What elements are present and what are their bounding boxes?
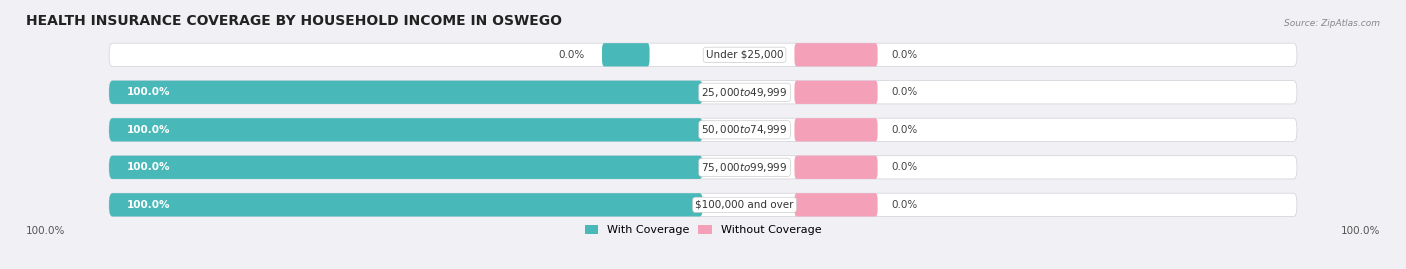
FancyBboxPatch shape	[110, 156, 703, 179]
FancyBboxPatch shape	[794, 156, 877, 179]
FancyBboxPatch shape	[794, 81, 877, 104]
FancyBboxPatch shape	[110, 81, 1296, 104]
Text: $75,000 to $99,999: $75,000 to $99,999	[702, 161, 787, 174]
Text: 100.0%: 100.0%	[127, 125, 170, 135]
Text: $25,000 to $49,999: $25,000 to $49,999	[702, 86, 787, 99]
FancyBboxPatch shape	[794, 43, 877, 66]
Text: 100.0%: 100.0%	[127, 87, 170, 97]
FancyBboxPatch shape	[602, 43, 650, 66]
FancyBboxPatch shape	[110, 193, 1296, 217]
Text: 100.0%: 100.0%	[1341, 226, 1381, 236]
Text: 0.0%: 0.0%	[891, 50, 918, 60]
FancyBboxPatch shape	[794, 193, 877, 217]
Text: 100.0%: 100.0%	[127, 162, 170, 172]
Text: HEALTH INSURANCE COVERAGE BY HOUSEHOLD INCOME IN OSWEGO: HEALTH INSURANCE COVERAGE BY HOUSEHOLD I…	[25, 14, 562, 28]
FancyBboxPatch shape	[110, 118, 703, 141]
Text: 0.0%: 0.0%	[891, 125, 918, 135]
Text: 0.0%: 0.0%	[558, 50, 585, 60]
Legend: With Coverage, Without Coverage: With Coverage, Without Coverage	[585, 225, 821, 235]
FancyBboxPatch shape	[110, 43, 1296, 66]
FancyBboxPatch shape	[110, 81, 703, 104]
Text: $100,000 and over: $100,000 and over	[696, 200, 794, 210]
Text: Under $25,000: Under $25,000	[706, 50, 783, 60]
Text: 100.0%: 100.0%	[25, 226, 65, 236]
Text: $50,000 to $74,999: $50,000 to $74,999	[702, 123, 787, 136]
Text: 100.0%: 100.0%	[127, 200, 170, 210]
Text: Source: ZipAtlas.com: Source: ZipAtlas.com	[1284, 19, 1381, 28]
Text: 0.0%: 0.0%	[891, 162, 918, 172]
FancyBboxPatch shape	[110, 118, 1296, 141]
FancyBboxPatch shape	[110, 156, 1296, 179]
Text: 0.0%: 0.0%	[891, 87, 918, 97]
FancyBboxPatch shape	[794, 118, 877, 141]
Text: 0.0%: 0.0%	[891, 200, 918, 210]
FancyBboxPatch shape	[110, 193, 703, 217]
